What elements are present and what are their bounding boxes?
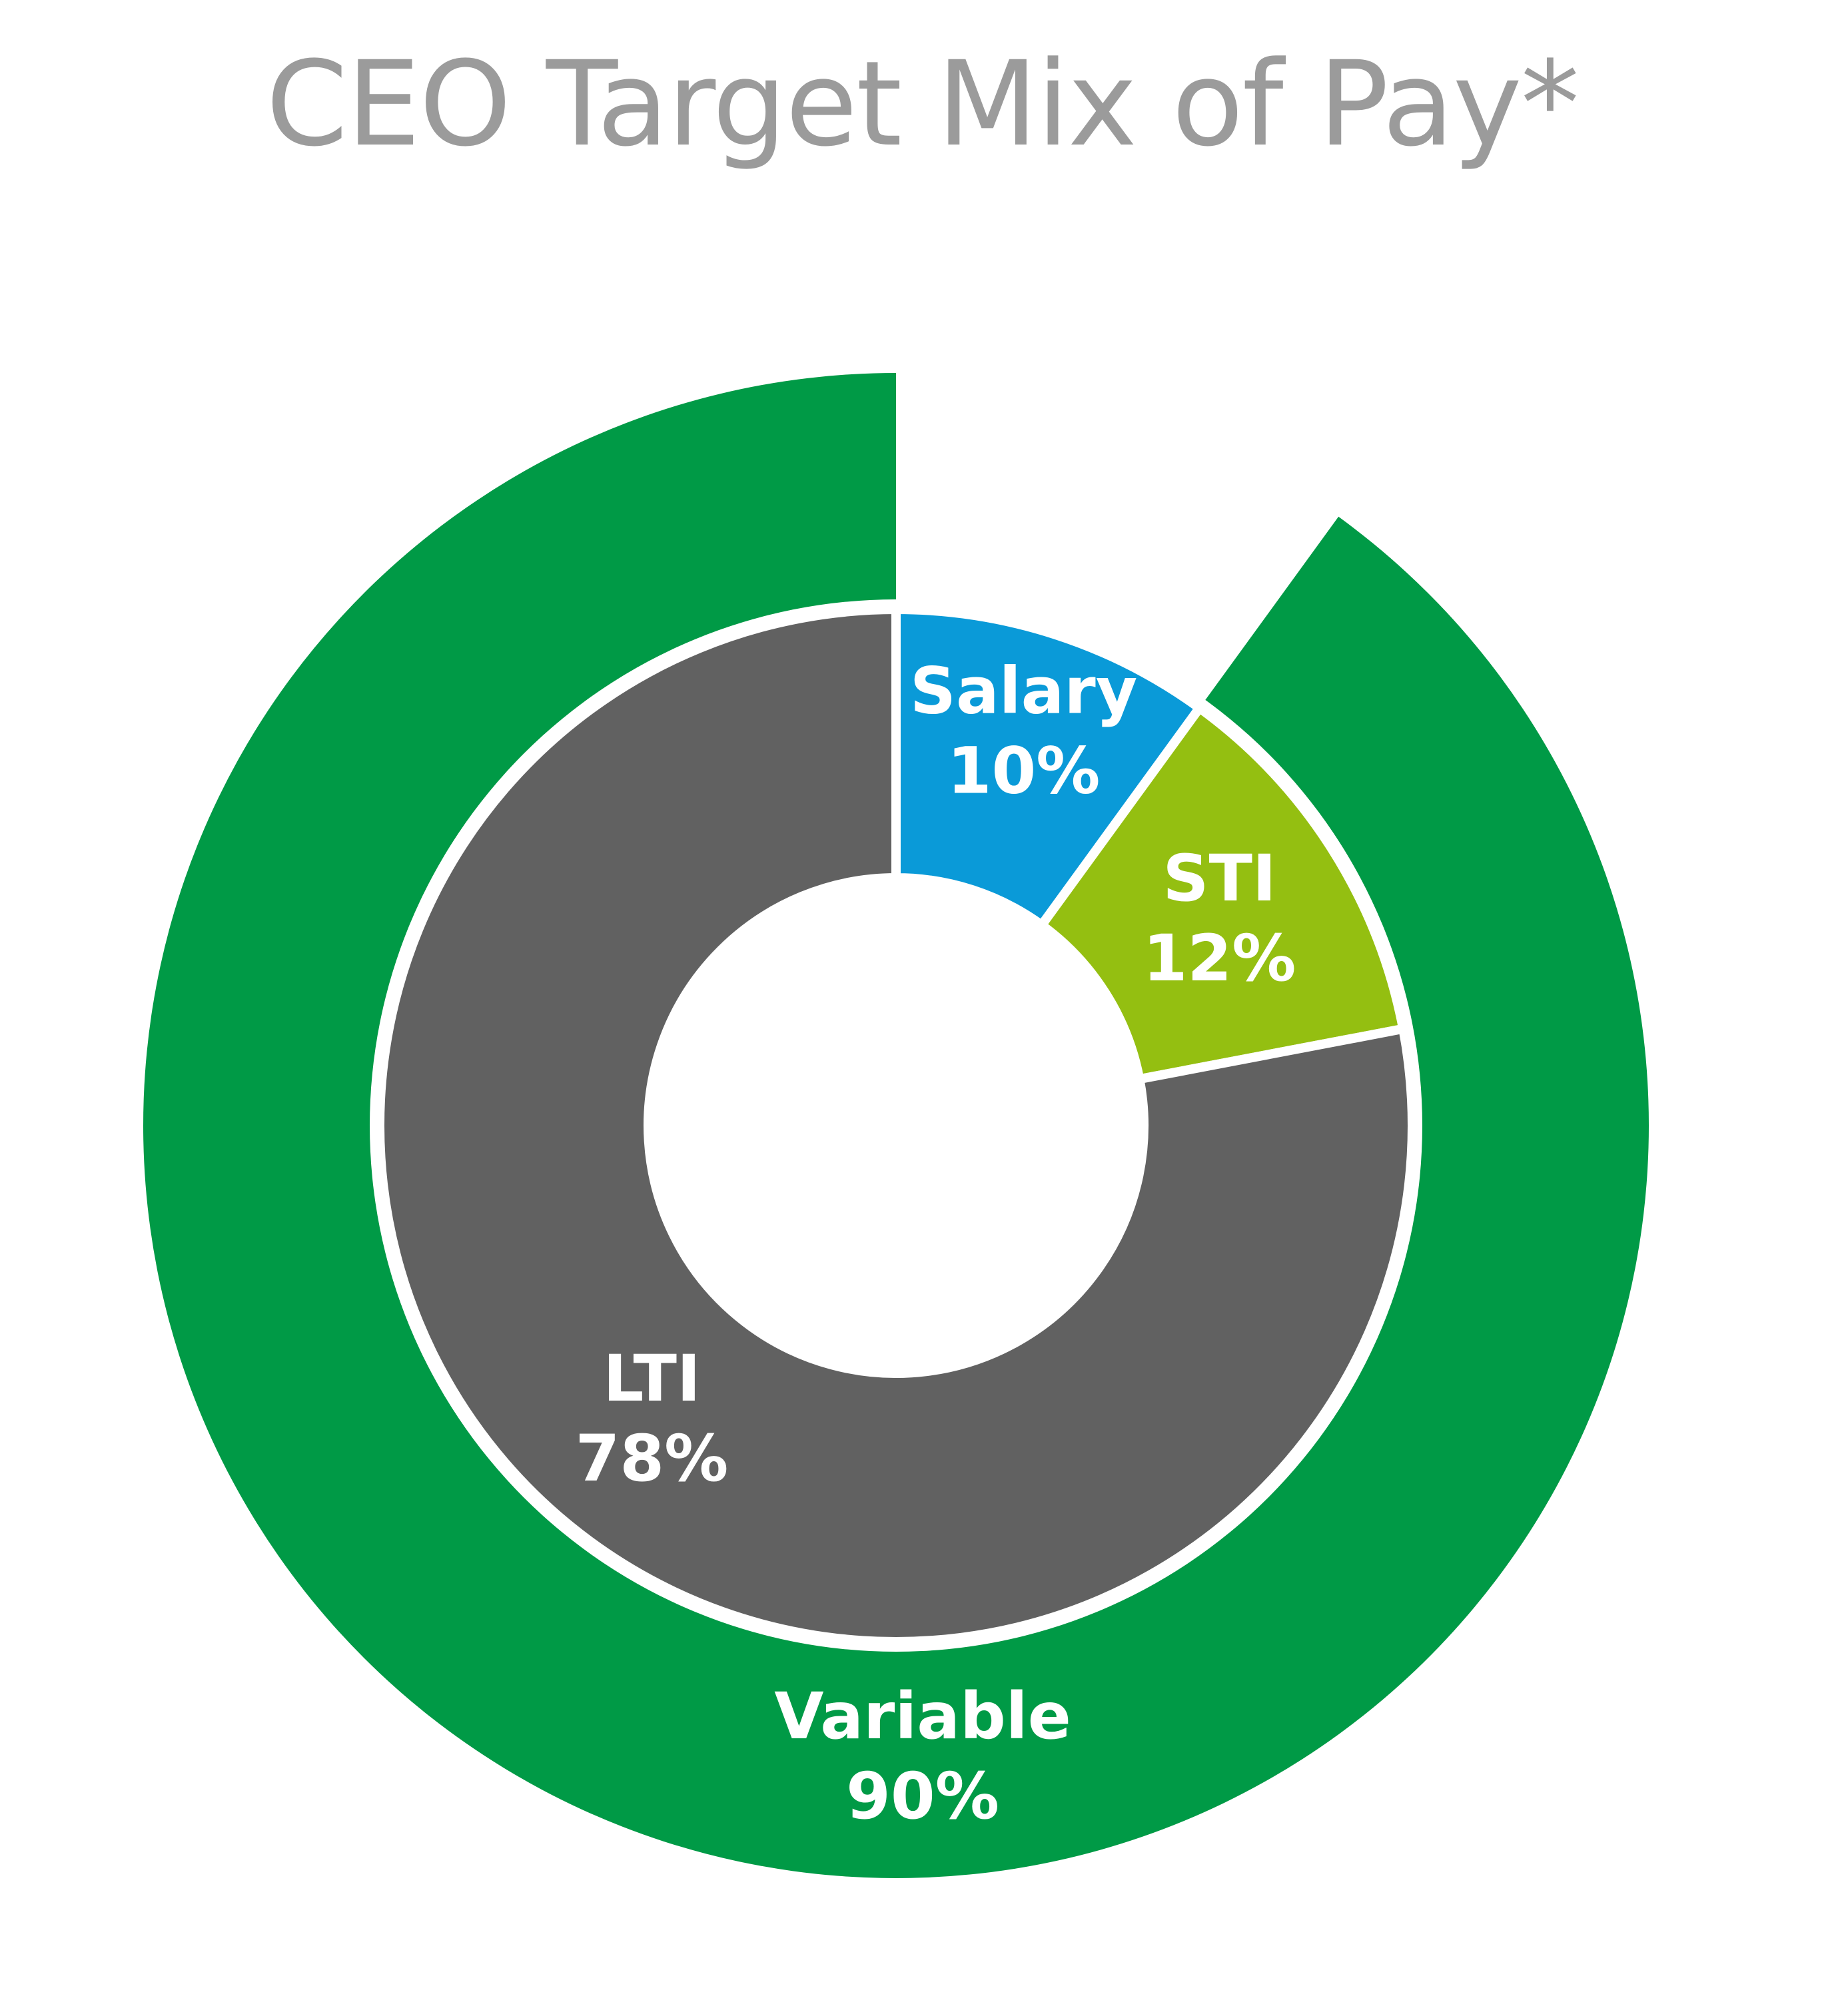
label-sti: STI 12% [1143,841,1296,996]
label-salary: Salary 10% [910,653,1138,808]
slice-labels: Salary 10%STI 12% LTI 78% Variable 90% [576,653,1296,1834]
slice-inner-sti [1035,701,1409,1085]
slice-inner-lti [375,604,1417,1646]
chart-title: CEO Target Mix of Pay* [266,36,1580,172]
outer-ring [143,373,1649,1878]
label-variable: Variable 90% [774,1679,1071,1834]
label-lti: LTI 78% [576,1341,729,1496]
slice-inner-salary [891,604,1206,932]
inner-ring [375,604,1417,1646]
